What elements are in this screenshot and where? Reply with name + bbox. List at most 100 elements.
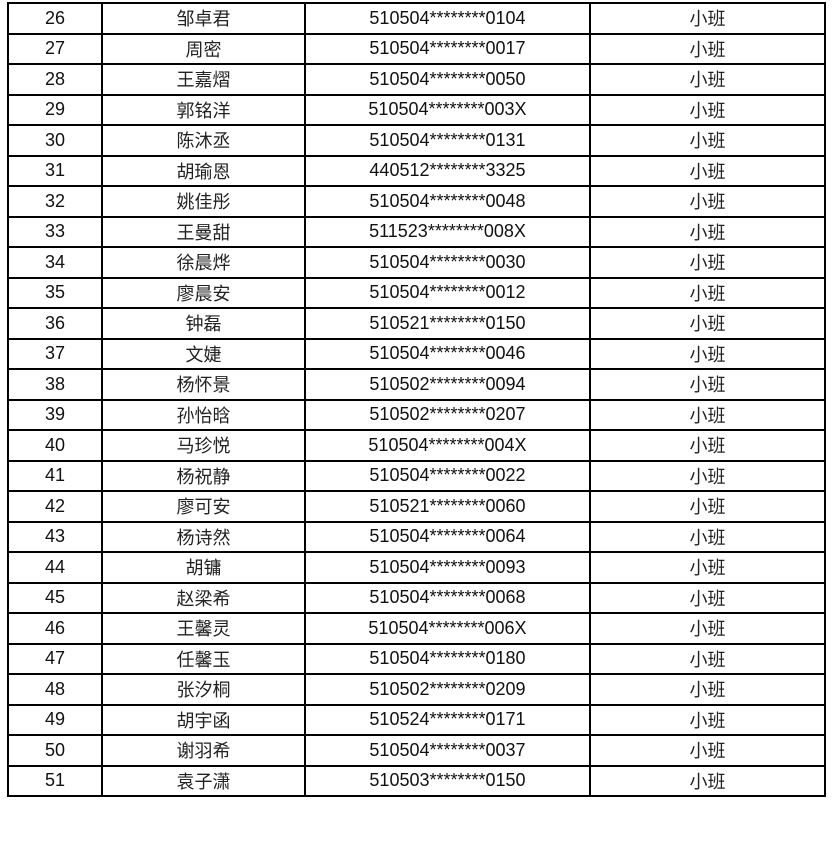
row-number-cell: 49 <box>7 703 103 736</box>
row-number-cell: 42 <box>7 490 103 523</box>
class-cell: 小班 <box>589 490 826 523</box>
class-cell: 小班 <box>589 2 826 35</box>
class-cell: 小班 <box>589 307 826 340</box>
class-cell: 小班 <box>589 459 826 492</box>
id-number-cell: 510524********0171 <box>304 703 591 736</box>
class-cell: 小班 <box>589 32 826 65</box>
row-number-cell: 31 <box>7 154 103 187</box>
id-number-cell: 510504********0104 <box>304 2 591 35</box>
name-cell: 王馨灵 <box>101 612 306 645</box>
row-number-cell: 38 <box>7 368 103 401</box>
id-number-cell: 510521********0060 <box>304 490 591 523</box>
name-cell: 周密 <box>101 32 306 65</box>
id-number-cell: 440512********3325 <box>304 154 591 187</box>
class-cell: 小班 <box>589 337 826 370</box>
row-number-cell: 37 <box>7 337 103 370</box>
table-row: 45 赵梁希 510504********0068 小班 <box>7 581 826 614</box>
name-cell: 任馨玉 <box>101 642 306 675</box>
table-row: 43 杨诗然 510504********0064 小班 <box>7 520 826 553</box>
class-cell: 小班 <box>589 520 826 553</box>
id-number-cell: 510504********0017 <box>304 32 591 65</box>
id-number-cell: 510504********0180 <box>304 642 591 675</box>
id-number-cell: 510504********0012 <box>304 276 591 309</box>
row-number-cell: 27 <box>7 32 103 65</box>
table-row: 34 徐晨烨 510504********0030 小班 <box>7 246 826 279</box>
row-number-cell: 51 <box>7 764 103 797</box>
table-row: 38 杨怀景 510502********0094 小班 <box>7 368 826 401</box>
name-cell: 郭铭洋 <box>101 93 306 126</box>
row-number-cell: 26 <box>7 2 103 35</box>
class-cell: 小班 <box>589 581 826 614</box>
class-cell: 小班 <box>589 551 826 584</box>
name-cell: 钟磊 <box>101 307 306 340</box>
row-number-cell: 44 <box>7 551 103 584</box>
row-number-cell: 35 <box>7 276 103 309</box>
table-row: 37 文婕 510504********0046 小班 <box>7 337 826 370</box>
class-cell: 小班 <box>589 612 826 645</box>
class-cell: 小班 <box>589 276 826 309</box>
name-cell: 赵梁希 <box>101 581 306 614</box>
id-number-cell: 510504********0093 <box>304 551 591 584</box>
table-row: 51 袁子潇 510503********0150 小班 <box>7 764 826 797</box>
id-number-cell: 510504********0048 <box>304 185 591 218</box>
table-row: 28 王嘉熠 510504********0050 小班 <box>7 63 826 96</box>
name-cell: 徐晨烨 <box>101 246 306 279</box>
id-number-cell: 510504********0064 <box>304 520 591 553</box>
class-cell: 小班 <box>589 124 826 157</box>
name-cell: 姚佳彤 <box>101 185 306 218</box>
name-cell: 胡宇函 <box>101 703 306 736</box>
row-number-cell: 33 <box>7 215 103 248</box>
name-cell: 杨怀景 <box>101 368 306 401</box>
table-row: 32 姚佳彤 510504********0048 小班 <box>7 185 826 218</box>
name-cell: 杨祝静 <box>101 459 306 492</box>
name-cell: 文婕 <box>101 337 306 370</box>
name-cell: 谢羽希 <box>101 734 306 767</box>
class-cell: 小班 <box>589 246 826 279</box>
row-number-cell: 47 <box>7 642 103 675</box>
class-cell: 小班 <box>589 63 826 96</box>
name-cell: 陈沐丞 <box>101 124 306 157</box>
table-row: 30 陈沐丞 510504********0131 小班 <box>7 124 826 157</box>
class-cell: 小班 <box>589 703 826 736</box>
id-number-cell: 510521********0150 <box>304 307 591 340</box>
table-row: 44 胡镛 510504********0093 小班 <box>7 551 826 584</box>
name-cell: 张汐桐 <box>101 673 306 706</box>
row-number-cell: 39 <box>7 398 103 431</box>
class-cell: 小班 <box>589 215 826 248</box>
class-cell: 小班 <box>589 154 826 187</box>
table-row: 27 周密 510504********0017 小班 <box>7 32 826 65</box>
row-number-cell: 45 <box>7 581 103 614</box>
table-row: 42 廖可安 510521********0060 小班 <box>7 490 826 523</box>
table-row: 39 孙怡晗 510502********0207 小班 <box>7 398 826 431</box>
class-cell: 小班 <box>589 673 826 706</box>
id-number-cell: 510504********0068 <box>304 581 591 614</box>
class-cell: 小班 <box>589 429 826 462</box>
name-cell: 马珍悦 <box>101 429 306 462</box>
id-number-cell: 510504********0050 <box>304 63 591 96</box>
table-row: 47 任馨玉 510504********0180 小班 <box>7 642 826 675</box>
id-number-cell: 510504********0030 <box>304 246 591 279</box>
id-number-cell: 510504********006X <box>304 612 591 645</box>
table-row: 31 胡瑜恩 440512********3325 小班 <box>7 154 826 187</box>
id-number-cell: 510502********0209 <box>304 673 591 706</box>
id-number-cell: 510502********0207 <box>304 398 591 431</box>
id-number-cell: 510504********003X <box>304 93 591 126</box>
id-number-cell: 510504********0131 <box>304 124 591 157</box>
name-cell: 廖晨安 <box>101 276 306 309</box>
class-cell: 小班 <box>589 368 826 401</box>
row-number-cell: 46 <box>7 612 103 645</box>
row-number-cell: 43 <box>7 520 103 553</box>
id-number-cell: 510504********0037 <box>304 734 591 767</box>
name-cell: 袁子潇 <box>101 764 306 797</box>
table-row: 41 杨祝静 510504********0022 小班 <box>7 459 826 492</box>
table-row: 40 马珍悦 510504********004X 小班 <box>7 429 826 462</box>
class-cell: 小班 <box>589 642 826 675</box>
row-number-cell: 30 <box>7 124 103 157</box>
table-row: 35 廖晨安 510504********0012 小班 <box>7 276 826 309</box>
table-row: 36 钟磊 510521********0150 小班 <box>7 307 826 340</box>
id-number-cell: 510504********0046 <box>304 337 591 370</box>
class-cell: 小班 <box>589 764 826 797</box>
table-row: 33 王曼甜 511523********008X 小班 <box>7 215 826 248</box>
name-cell: 王曼甜 <box>101 215 306 248</box>
row-number-cell: 36 <box>7 307 103 340</box>
